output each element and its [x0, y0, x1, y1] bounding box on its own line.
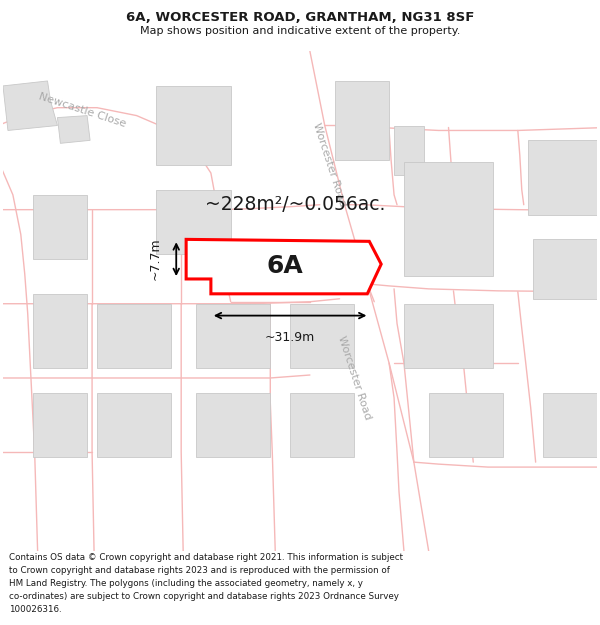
Polygon shape: [186, 239, 381, 294]
Text: Worcester Road: Worcester Road: [336, 335, 373, 421]
Text: ~7.7m: ~7.7m: [148, 238, 161, 281]
Bar: [290, 393, 355, 458]
Bar: [528, 141, 597, 214]
Bar: [404, 162, 493, 276]
Bar: [196, 304, 270, 368]
Text: Worcester Road: Worcester Road: [311, 122, 348, 208]
Text: 6A, WORCESTER ROAD, GRANTHAM, NG31 8SF: 6A, WORCESTER ROAD, GRANTHAM, NG31 8SF: [126, 11, 474, 24]
Bar: [335, 81, 389, 160]
Bar: [394, 126, 424, 175]
Bar: [32, 393, 87, 458]
Bar: [404, 304, 493, 368]
Text: ~31.9m: ~31.9m: [265, 331, 315, 344]
Bar: [157, 86, 230, 165]
Bar: [32, 195, 87, 259]
Bar: [157, 190, 230, 254]
Bar: [429, 393, 503, 458]
Bar: [533, 239, 597, 299]
Text: ~228m²/~0.056ac.: ~228m²/~0.056ac.: [205, 195, 385, 214]
Text: Contains OS data © Crown copyright and database right 2021. This information is : Contains OS data © Crown copyright and d…: [9, 554, 403, 614]
Bar: [196, 393, 270, 458]
Bar: [97, 304, 171, 368]
Bar: [97, 393, 171, 458]
Bar: [542, 393, 597, 458]
Text: Map shows position and indicative extent of the property.: Map shows position and indicative extent…: [140, 26, 460, 36]
Polygon shape: [58, 116, 90, 143]
Text: Newcastle Close: Newcastle Close: [37, 92, 127, 129]
Text: 6A: 6A: [267, 254, 304, 278]
Bar: [32, 294, 87, 368]
Polygon shape: [3, 81, 58, 131]
Bar: [290, 304, 355, 368]
